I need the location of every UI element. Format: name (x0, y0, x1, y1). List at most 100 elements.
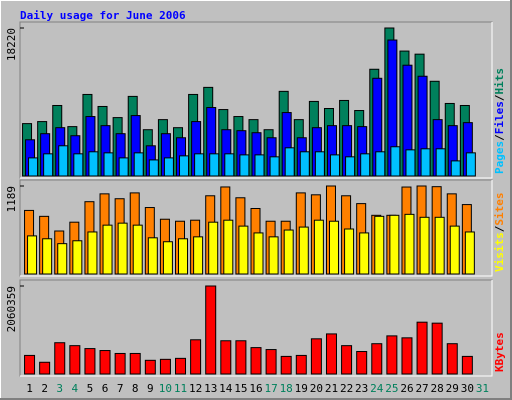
legend: KBytes (493, 332, 506, 372)
bar (132, 224, 143, 275)
bar (205, 285, 217, 375)
bar (178, 238, 189, 275)
bar (163, 157, 174, 177)
bar (69, 345, 81, 375)
bar (27, 235, 38, 275)
x-tick-label: 26 (400, 382, 413, 395)
legend-entry: Sites (493, 193, 506, 226)
bar (284, 147, 295, 177)
bar (190, 339, 202, 375)
x-tick-label: 31 (476, 382, 489, 395)
bar (404, 213, 415, 275)
bar (162, 241, 173, 275)
bar (24, 354, 36, 375)
bar (329, 154, 340, 177)
bar (208, 221, 219, 275)
y-tick-label: 1189 (5, 186, 18, 213)
legend-entry: Files (493, 101, 506, 134)
bar (220, 340, 232, 375)
x-tick-label: 2 (41, 382, 48, 395)
bar (280, 355, 292, 375)
bar (99, 350, 111, 375)
bar (175, 357, 187, 375)
legend: Visits/Sites (493, 193, 506, 273)
bar (450, 160, 461, 177)
x-tick-label: 12 (189, 382, 202, 395)
legend-entry: KBytes (493, 332, 506, 372)
bar (87, 231, 98, 275)
bar (374, 215, 385, 275)
y-tick-label: 2060359 (5, 286, 18, 332)
chart-title: Daily usage for June 2006 (20, 9, 186, 22)
bar (103, 152, 114, 177)
bar (268, 236, 279, 275)
bar (144, 359, 156, 375)
bar (269, 156, 280, 177)
bar (147, 237, 158, 275)
x-tick-label: 3 (56, 382, 63, 395)
bar (419, 216, 430, 275)
bar (283, 229, 294, 275)
bar (465, 152, 476, 177)
bar (224, 153, 235, 177)
bar (129, 352, 141, 375)
bar (42, 238, 53, 275)
x-tick-label: 30 (461, 382, 474, 395)
legend-separator: / (493, 94, 506, 101)
bar (54, 342, 66, 375)
bar (114, 352, 126, 375)
bar (360, 153, 371, 177)
x-tick-label: 9 (147, 382, 154, 395)
panel-bevel (20, 280, 493, 377)
x-tick-label: 11 (174, 382, 187, 395)
x-tick-label: 29 (446, 382, 459, 395)
y-tick-label: 18220 (5, 28, 18, 61)
bar (313, 219, 324, 275)
x-tick-label: 21 (325, 382, 338, 395)
bar (73, 153, 84, 177)
bar (148, 159, 159, 177)
bar (371, 343, 383, 375)
bar (193, 236, 204, 275)
bar (299, 151, 310, 177)
legend: Pages/Files/Hits (493, 68, 506, 174)
bar (310, 338, 322, 375)
bar (265, 349, 277, 375)
bar (194, 153, 205, 177)
bar (58, 145, 69, 177)
bar (446, 343, 458, 375)
bar (345, 156, 356, 177)
bar (209, 153, 220, 177)
bar (449, 225, 460, 275)
legend-entry: Pages (493, 141, 506, 174)
bar (238, 225, 249, 275)
x-tick-label: 4 (72, 382, 79, 395)
x-tick-label: 25 (385, 382, 398, 395)
bar (254, 154, 265, 177)
bar (435, 148, 446, 177)
bar (239, 154, 250, 177)
x-tick-label: 14 (219, 382, 233, 395)
bar (401, 337, 413, 375)
x-tick-label: 24 (370, 382, 384, 395)
bar (295, 354, 307, 375)
bar (356, 351, 368, 375)
bar (102, 224, 113, 275)
bar (375, 151, 386, 177)
bar (390, 146, 401, 177)
x-tick-label: 28 (431, 382, 444, 395)
bar (57, 243, 68, 275)
bar (250, 347, 262, 375)
x-tick-label: 17 (264, 382, 277, 395)
bar (405, 149, 416, 177)
x-tick-label: 27 (415, 382, 428, 395)
bar (88, 151, 99, 177)
x-tick-label: 15 (234, 382, 247, 395)
bar (28, 157, 39, 177)
bar (431, 322, 443, 375)
x-tick-label: 5 (87, 382, 94, 395)
x-tick-label: 23 (355, 382, 368, 395)
